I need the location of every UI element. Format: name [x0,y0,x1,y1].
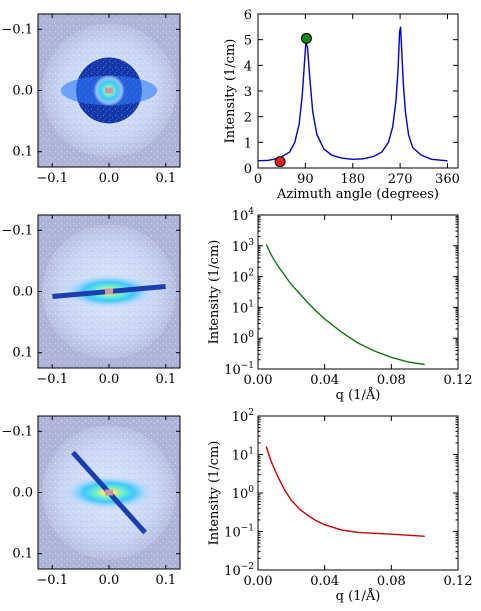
beamstop [105,489,113,496]
y-tick-label: 102 [232,408,254,425]
y-tick-label: 6 [244,8,252,23]
x-tick-label: 0.04 [310,574,339,589]
x-tick-label: 0.00 [244,574,273,589]
series-line [265,244,425,366]
y-tick-label: 100 [232,485,255,502]
y-tick-label: 101 [232,447,254,464]
x-tick-label: 0.1 [155,573,176,588]
x-tick-label: 0 [254,172,262,187]
beamstop [105,87,113,94]
x-tick-label: 0.0 [99,171,120,186]
y-tick-label: 0.1 [12,547,33,562]
y-tick-label: 0 [244,162,252,177]
x-tick-label: 0.08 [377,373,406,388]
x-tick-label: 0.00 [244,373,273,388]
y-tick-label: 101 [232,299,254,316]
x-tick-label: 180 [340,172,365,187]
x-tick-label: 360 [435,172,460,187]
y-tick-label: 0.1 [12,145,33,160]
x-tick-label: 0.1 [155,372,176,387]
y-tick-label: 100 [232,330,255,347]
x-tick-label: −0.1 [36,171,68,186]
x-tick-label: 0.1 [155,171,176,186]
y-tick-label: 10−2 [224,562,254,579]
series-line [257,26,448,162]
x-tick-label: 0.12 [444,574,473,589]
profile-panel-5: 0.00 0.04 0.08 0.12 10−2 10−1 100 101 102 q (1/Å)… [207,408,472,604]
y-tick-label: 10−1 [224,524,254,541]
y-axis-label: Intensity (1/cm) [207,441,222,546]
x-tick-label: 0.0 [99,573,120,588]
y-axis-label: Intensity (1/cm) [207,240,222,345]
y-axis-label: Intensity (1/cm) [223,39,238,144]
y-tick-label: 0.1 [12,346,33,361]
x-axis-label: q (1/Å) [336,387,381,403]
y-tick-label: 4 [244,59,252,74]
y-tick-label: 5 [244,34,252,49]
y-tick-label: 0.0 [12,486,33,501]
data-marker[interactable] [274,156,286,168]
y-tick-label: −0.1 [1,223,33,238]
pattern-panel-4: −0.1 −0.1 0.0 0.0 0.1 0.1 [1,415,181,588]
pattern-panel-2: −0.1 −0.1 0.0 0.0 0.1 0.1 [1,214,181,387]
y-tick-label: 102 [232,269,254,286]
x-axis-label: q (1/Å) [336,588,381,604]
y-tick-label: 1 [244,136,252,151]
y-tick-label: −0.1 [1,424,33,439]
x-tick-label: 0.04 [310,373,339,388]
y-tick-label: 0.0 [12,84,33,99]
pattern-panel-0: −0.1 −0.1 0.0 0.0 0.1 0.1 [1,13,181,186]
y-tick-label: 3 [244,85,252,100]
x-tick-label: 0.08 [377,574,406,589]
beamstop [105,288,113,295]
axes-frame [257,214,459,370]
y-tick-label: 0.0 [12,285,33,300]
x-tick-label: −0.1 [36,372,68,387]
y-tick-label: 104 [232,207,255,224]
y-tick-label: 103 [232,238,255,255]
x-axis-label: Azimuth angle (degrees) [276,187,439,202]
y-tick-label: 2 [244,111,252,126]
x-tick-label: 0.0 [99,372,120,387]
data-marker[interactable] [300,32,312,44]
x-tick-label: −0.1 [36,573,68,588]
y-tick-label: 10−1 [224,361,254,378]
profile-panel-1: 0 90 180 270 360 0 1 2 3 4 5 6 Azimuth angle (degree… [223,8,460,202]
x-tick-label: 270 [388,172,413,187]
x-tick-label: 0.12 [444,373,473,388]
series-line [265,446,425,537]
x-tick-label: 90 [297,172,314,187]
y-tick-label: −0.1 [1,22,33,37]
profile-panel-3: 0.00 0.04 0.08 0.12 10−1 100 101 102 103 104 q (1/… [207,207,472,403]
